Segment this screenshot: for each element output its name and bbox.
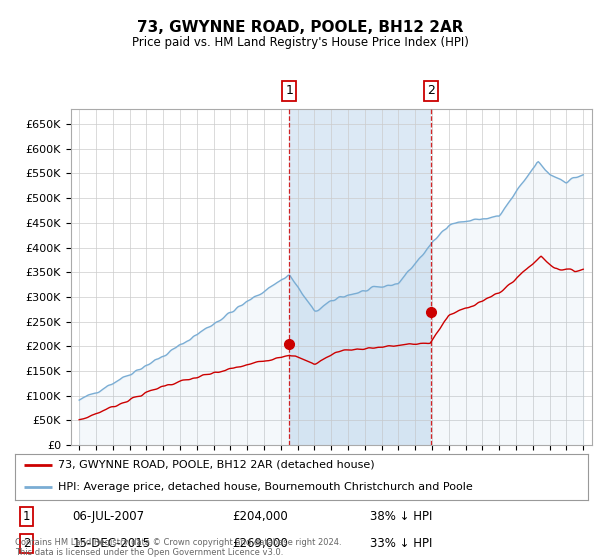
Text: 1: 1 [23, 510, 30, 523]
Text: 73, GWYNNE ROAD, POOLE, BH12 2AR (detached house): 73, GWYNNE ROAD, POOLE, BH12 2AR (detach… [58, 460, 374, 470]
Text: 1: 1 [286, 85, 293, 97]
Text: 15-DEC-2015: 15-DEC-2015 [73, 537, 151, 550]
Text: Price paid vs. HM Land Registry's House Price Index (HPI): Price paid vs. HM Land Registry's House … [131, 36, 469, 49]
Text: 38% ↓ HPI: 38% ↓ HPI [370, 510, 433, 523]
Text: £269,000: £269,000 [233, 537, 289, 550]
Bar [289, 109, 431, 445]
Text: £204,000: £204,000 [233, 510, 289, 523]
Text: 33% ↓ HPI: 33% ↓ HPI [370, 537, 433, 550]
Text: 73, GWYNNE ROAD, POOLE, BH12 2AR: 73, GWYNNE ROAD, POOLE, BH12 2AR [137, 20, 463, 35]
Text: 2: 2 [23, 537, 30, 550]
Text: 2: 2 [427, 85, 435, 97]
Text: 06-JUL-2007: 06-JUL-2007 [73, 510, 145, 523]
Text: HPI: Average price, detached house, Bournemouth Christchurch and Poole: HPI: Average price, detached house, Bour… [58, 482, 473, 492]
Text: Contains HM Land Registry data © Crown copyright and database right 2024.
This d: Contains HM Land Registry data © Crown c… [15, 538, 341, 557]
